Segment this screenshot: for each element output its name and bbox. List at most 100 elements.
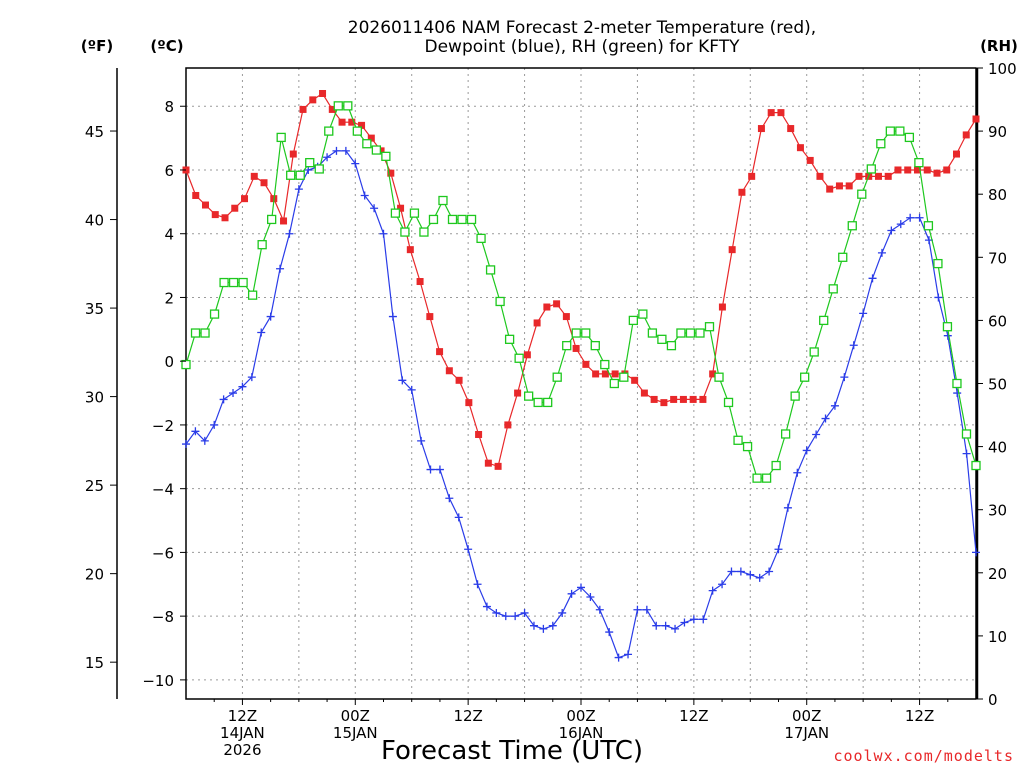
temperature-point xyxy=(816,172,824,180)
dewpoint-point xyxy=(445,494,454,503)
temperature-point xyxy=(309,96,317,104)
temperature-point xyxy=(845,182,853,190)
dewpoint-point xyxy=(943,331,952,340)
temperature-point xyxy=(455,376,463,384)
temperature-point xyxy=(767,109,775,117)
dewpoint-point xyxy=(464,545,473,554)
rh-point xyxy=(438,195,448,206)
temperature-point xyxy=(406,246,414,254)
dewpoint-point xyxy=(680,618,689,627)
rh-point xyxy=(400,227,410,237)
temperature-point xyxy=(660,399,668,407)
temperature-point xyxy=(757,125,765,133)
temperature-point xyxy=(543,303,551,311)
dewpoint-point xyxy=(661,621,670,630)
rh-point xyxy=(761,473,772,483)
temperature-point xyxy=(533,319,541,327)
dewpoint-point xyxy=(229,389,238,398)
dewpoint-point xyxy=(558,608,567,617)
rh-point xyxy=(952,378,962,389)
dewpoint-point xyxy=(708,586,717,595)
rh-point xyxy=(247,290,258,300)
rh-point xyxy=(857,189,867,199)
rh-tick-label: 0 xyxy=(988,691,998,709)
dewpoint-point xyxy=(539,624,548,633)
temperature-point xyxy=(904,166,912,174)
temperature-point xyxy=(670,395,678,403)
fahrenheit-tick-label: 40 xyxy=(85,212,104,230)
series-rh xyxy=(181,101,981,483)
temperature-point xyxy=(260,179,268,187)
rh-point xyxy=(428,214,439,225)
dewpoint-point xyxy=(200,436,209,445)
dewpoint-point xyxy=(830,401,839,410)
dewpoint-point xyxy=(614,653,623,662)
rh-point xyxy=(409,208,420,218)
x-tick-label: 12Z xyxy=(228,707,257,725)
dewpoint-point xyxy=(501,612,510,621)
rh-point xyxy=(695,328,705,338)
temperature-line xyxy=(185,92,977,468)
rh-point xyxy=(771,460,781,471)
x-tick-label: 12Z xyxy=(905,707,934,725)
rh-point xyxy=(333,101,343,111)
fahrenheit-tick-label: 15 xyxy=(85,654,104,672)
dewpoint-point xyxy=(633,605,642,614)
dewpoint-point xyxy=(417,436,426,445)
rh-point xyxy=(676,328,686,338)
temperature-point xyxy=(231,204,239,212)
temperature-point xyxy=(952,150,960,158)
dewpoint-point xyxy=(765,567,774,576)
dewpoint-point xyxy=(586,593,595,602)
rh-point xyxy=(647,328,658,338)
rh-point xyxy=(552,372,562,382)
temperature-point xyxy=(894,166,902,174)
dewpoint-point xyxy=(774,545,783,554)
dewpoint-point xyxy=(341,146,350,155)
dewpoint-point xyxy=(285,229,294,238)
rh-point xyxy=(800,372,810,382)
x-tick-label: 16JAN xyxy=(559,724,604,742)
temperature-point xyxy=(787,125,795,133)
temperature-point xyxy=(962,131,970,139)
celsius-tick-label: 0 xyxy=(164,353,174,371)
temperature-point xyxy=(913,166,921,174)
rh-point xyxy=(543,397,553,408)
dewpoint-point xyxy=(182,440,190,449)
fahrenheit-tick-label: 20 xyxy=(85,566,104,584)
rh-point xyxy=(219,277,229,288)
temperature-point xyxy=(874,172,882,180)
temperature-point xyxy=(943,166,951,174)
dewpoint-point xyxy=(906,213,915,222)
dewpoint-point xyxy=(191,427,200,436)
rh-point xyxy=(343,101,353,111)
temperature-point xyxy=(572,344,580,352)
x-tick-label: 17JAN xyxy=(784,724,829,742)
credit-text: coolwx.com/modelts xyxy=(833,747,1014,765)
rh-point xyxy=(476,233,486,244)
temperature-point xyxy=(299,105,307,113)
dewpoint-point xyxy=(454,513,463,522)
x-tick-label: 12Z xyxy=(453,707,482,725)
rh-point xyxy=(923,221,934,231)
rh-point xyxy=(228,277,239,288)
temperature-point xyxy=(504,421,512,429)
dewpoint-point xyxy=(915,213,924,222)
temperature-point xyxy=(650,395,658,403)
temperature-point xyxy=(826,185,834,193)
dewpoint-point xyxy=(370,204,379,213)
rh-tick-label: 80 xyxy=(988,186,1007,204)
temperature-point xyxy=(328,105,336,113)
dewpoint-point xyxy=(426,465,435,474)
rh-point xyxy=(847,221,857,231)
rh-point xyxy=(581,328,591,338)
dewpoint-point xyxy=(802,446,811,455)
rh-point xyxy=(524,391,534,401)
temperature-point xyxy=(221,214,229,222)
dewpoint-point xyxy=(652,621,661,630)
rh-point xyxy=(571,328,581,338)
dewpoint-point xyxy=(257,328,266,337)
rh-point xyxy=(685,328,696,338)
dewpoint-point xyxy=(219,395,228,404)
rh-point xyxy=(961,429,972,439)
